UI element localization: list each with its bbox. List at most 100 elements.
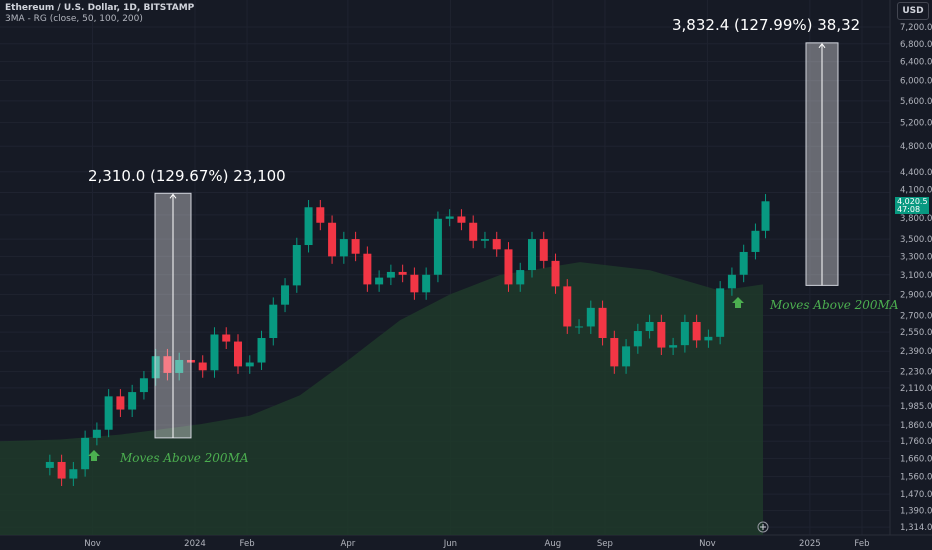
y-tick-label: 6,000.0: [900, 77, 932, 87]
candle: [292, 237, 301, 293]
candle-body: [163, 356, 172, 373]
candle: [257, 330, 266, 370]
candle-body: [657, 321, 666, 348]
candle: [45, 454, 54, 476]
candle: [504, 242, 513, 292]
candle: [433, 211, 442, 283]
candle-body: [316, 207, 325, 223]
candle-body: [551, 260, 560, 287]
measure-label-1: 2,310.0 (129.67%) 23,100: [88, 167, 286, 185]
y-tick-label: 7,200.0: [900, 23, 932, 33]
y-tick-label: 1,314.0: [900, 523, 932, 533]
x-tick-label: Nov: [84, 539, 101, 549]
candle: [210, 327, 219, 378]
up-arrow-icon: [88, 450, 100, 461]
candle-body: [410, 274, 419, 293]
y-tick-label: 1,660.0: [900, 454, 932, 464]
candle: [151, 348, 160, 386]
y-tick-label: 6,400.0: [900, 58, 932, 68]
candle: [92, 422, 101, 446]
candle-body: [422, 274, 431, 293]
candle-body: [339, 239, 348, 257]
x-tick-label: Nov: [699, 539, 716, 549]
x-tick-label: Jun: [443, 539, 457, 549]
candle: [586, 300, 595, 334]
add-plus-icon: [757, 521, 769, 533]
candle: [198, 355, 207, 378]
y-tick-label: 3,300.0: [900, 252, 932, 262]
y-tick-label: 4,400.0: [900, 168, 932, 178]
candle-body: [257, 338, 266, 363]
candle-body: [433, 218, 442, 275]
candle: [539, 231, 548, 269]
candle-body: [363, 253, 372, 285]
candle-body: [81, 437, 90, 470]
candle: [575, 319, 584, 334]
candle-body: [445, 216, 454, 219]
candle: [645, 314, 654, 339]
y-tick-label: 2,900.0: [900, 290, 932, 300]
candle-body: [375, 277, 384, 285]
candle: [163, 348, 172, 381]
candle-body: [457, 216, 466, 223]
candle: [281, 278, 290, 313]
candle-body: [680, 321, 689, 346]
candle-body: [292, 245, 301, 286]
candle-body: [645, 321, 654, 332]
y-tick-label: 1,985.0: [900, 402, 932, 412]
candle-body: [398, 271, 407, 275]
candle: [492, 231, 501, 257]
candle-body: [198, 362, 207, 371]
y-tick-label: 3,800.0: [900, 214, 932, 224]
candle-body: [633, 331, 642, 347]
candle: [116, 389, 125, 418]
candle: [398, 264, 407, 283]
y-tick-label: 1,560.0: [900, 473, 932, 483]
x-tick-label: Aug: [545, 539, 562, 549]
y-tick-label: 4,100.0: [900, 186, 932, 196]
candle: [128, 384, 137, 418]
candle: [175, 352, 184, 381]
candle-body: [598, 307, 607, 339]
candle-body: [116, 396, 125, 410]
y-tick-label: 1,760.0: [900, 437, 932, 447]
candle: [680, 314, 689, 353]
y-tick-label: 4,800.0: [900, 142, 932, 152]
candle: [57, 454, 66, 487]
candle: [445, 209, 454, 227]
candle-body: [469, 222, 478, 241]
indicator-legend[interactable]: 3MA - RG (close, 50, 100, 200): [5, 14, 143, 24]
y-tick-label: 1,390.0: [900, 507, 932, 517]
plus-icon: [760, 524, 766, 530]
candle: [351, 231, 360, 262]
candle: [692, 314, 701, 348]
candle-body: [704, 336, 713, 341]
candle: [598, 300, 607, 346]
candle: [528, 231, 536, 278]
candle: [610, 330, 619, 374]
measure-arrow-head-icon: [169, 193, 177, 199]
candle-body: [57, 461, 66, 479]
last-price-tag: 4,020.5 47:08: [895, 197, 929, 214]
candle-body: [751, 230, 760, 252]
measure-label-2: 3,832.4 (127.99%) 38,32: [672, 16, 861, 34]
candle-body: [586, 307, 595, 327]
candle-body: [563, 286, 572, 327]
candle-body: [761, 201, 770, 231]
y-tick-label: 3,100.0: [900, 271, 932, 281]
candle-body: [128, 392, 137, 410]
candle-body: [269, 304, 278, 339]
candle-body: [669, 345, 678, 348]
candle-body: [328, 222, 337, 257]
currency-button[interactable]: USD: [897, 2, 929, 20]
candle: [669, 337, 678, 356]
candle: [563, 279, 572, 334]
x-tick-label: 2024: [184, 539, 206, 549]
candle-body: [351, 239, 360, 254]
candle-body: [304, 207, 313, 246]
candle: [234, 334, 242, 374]
candle: [469, 215, 478, 249]
candle-body: [210, 334, 219, 371]
